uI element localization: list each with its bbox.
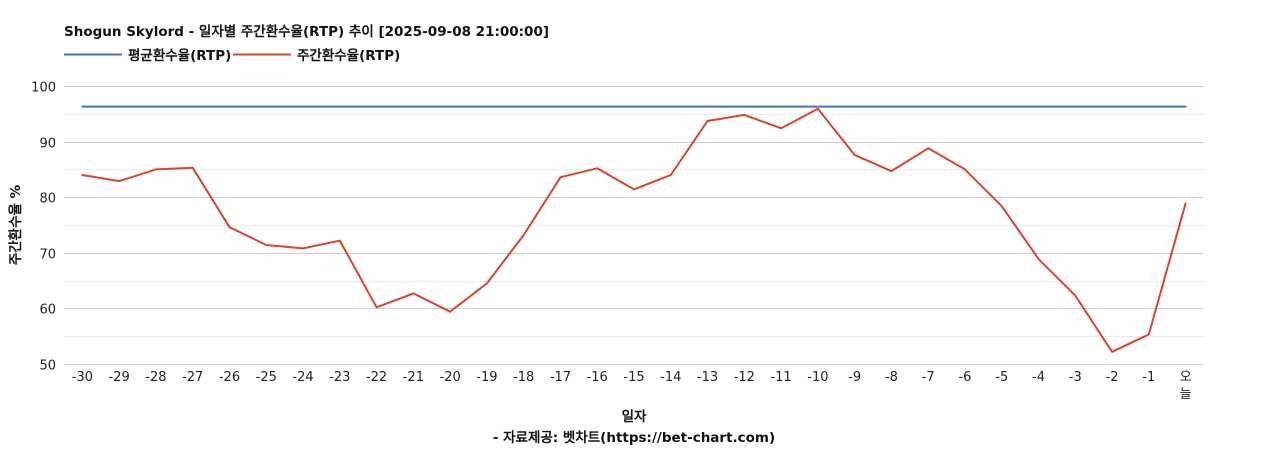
x-tick-label: -10 <box>807 370 828 385</box>
y-axis-title: 주간환수율 % <box>7 184 24 265</box>
x-tick-label: -13 <box>697 370 718 385</box>
y-axis: 50 60 70 80 90 100 <box>31 81 56 374</box>
legend-item-average[interactable]: 평균환수율(RTP) <box>64 47 231 64</box>
x-tick-label: -5 <box>995 370 1008 385</box>
x-tick-label: -8 <box>885 370 898 385</box>
x-tick-label: -18 <box>513 370 534 385</box>
y-tick-label: 80 <box>39 192 56 207</box>
x-tick-label: -14 <box>660 370 681 385</box>
y-tick-label: 70 <box>39 248 56 263</box>
legend-item-weekly[interactable]: 주간환수율(RTP) <box>233 47 400 64</box>
x-tick-label: -9 <box>848 370 861 385</box>
x-axis: -30 -29 -28 -27 -26 -25 -24 -23 -22 -21 -20 -19 -18 -… <box>72 370 1192 402</box>
y-tick-label: 100 <box>31 81 56 96</box>
x-tick-label: -26 <box>219 370 240 385</box>
y-tick-label: 60 <box>39 303 56 318</box>
x-tick-label: -1 <box>1142 370 1155 385</box>
series-group <box>81 105 1187 353</box>
gridlines <box>64 86 1204 365</box>
x-tick-label: -12 <box>734 370 755 385</box>
x-tick-label: -15 <box>623 370 644 385</box>
x-tick-label: -22 <box>366 370 387 385</box>
x-tick-label: -27 <box>182 370 203 385</box>
legend-label-weekly: 주간환수율(RTP) <box>297 47 400 64</box>
x-tick-label: -23 <box>329 370 350 385</box>
x-tick-label: -2 <box>1106 370 1119 385</box>
chart-title: Shogun Skylord - 일자별 주간환수율(RTP) 추이 [2025… <box>64 23 549 40</box>
x-tick-label: -28 <box>145 370 166 385</box>
x-tick-label: -4 <box>1032 370 1045 385</box>
legend-label-average: 평균환수율(RTP) <box>128 47 231 64</box>
x-tick-label: -7 <box>922 370 935 385</box>
x-tick-label: -11 <box>770 370 791 385</box>
legend[interactable]: 평균환수율(RTP) 주간환수율(RTP) <box>64 47 400 64</box>
source-credit: - 자료제공: 벳차트(https://bet-chart.com) <box>493 429 775 446</box>
x-tick-label: -16 <box>587 370 608 385</box>
series-line-weekly <box>81 107 1187 353</box>
y-tick-label: 50 <box>39 359 56 374</box>
x-tick-label: -17 <box>550 370 571 385</box>
x-tick-label: -24 <box>292 370 313 385</box>
x-tick-label: -25 <box>256 370 277 385</box>
x-tick-label: -19 <box>476 370 497 385</box>
y-tick-label: 90 <box>39 137 56 152</box>
x-tick-label: -21 <box>403 370 424 385</box>
x-tick-label: -6 <box>958 370 971 385</box>
x-tick-label: -3 <box>1069 370 1082 385</box>
x-axis-title: 일자 <box>622 409 647 425</box>
x-tick-label: -20 <box>440 370 461 385</box>
x-tick-label: -29 <box>109 370 130 385</box>
x-tick-label: -30 <box>72 370 93 385</box>
